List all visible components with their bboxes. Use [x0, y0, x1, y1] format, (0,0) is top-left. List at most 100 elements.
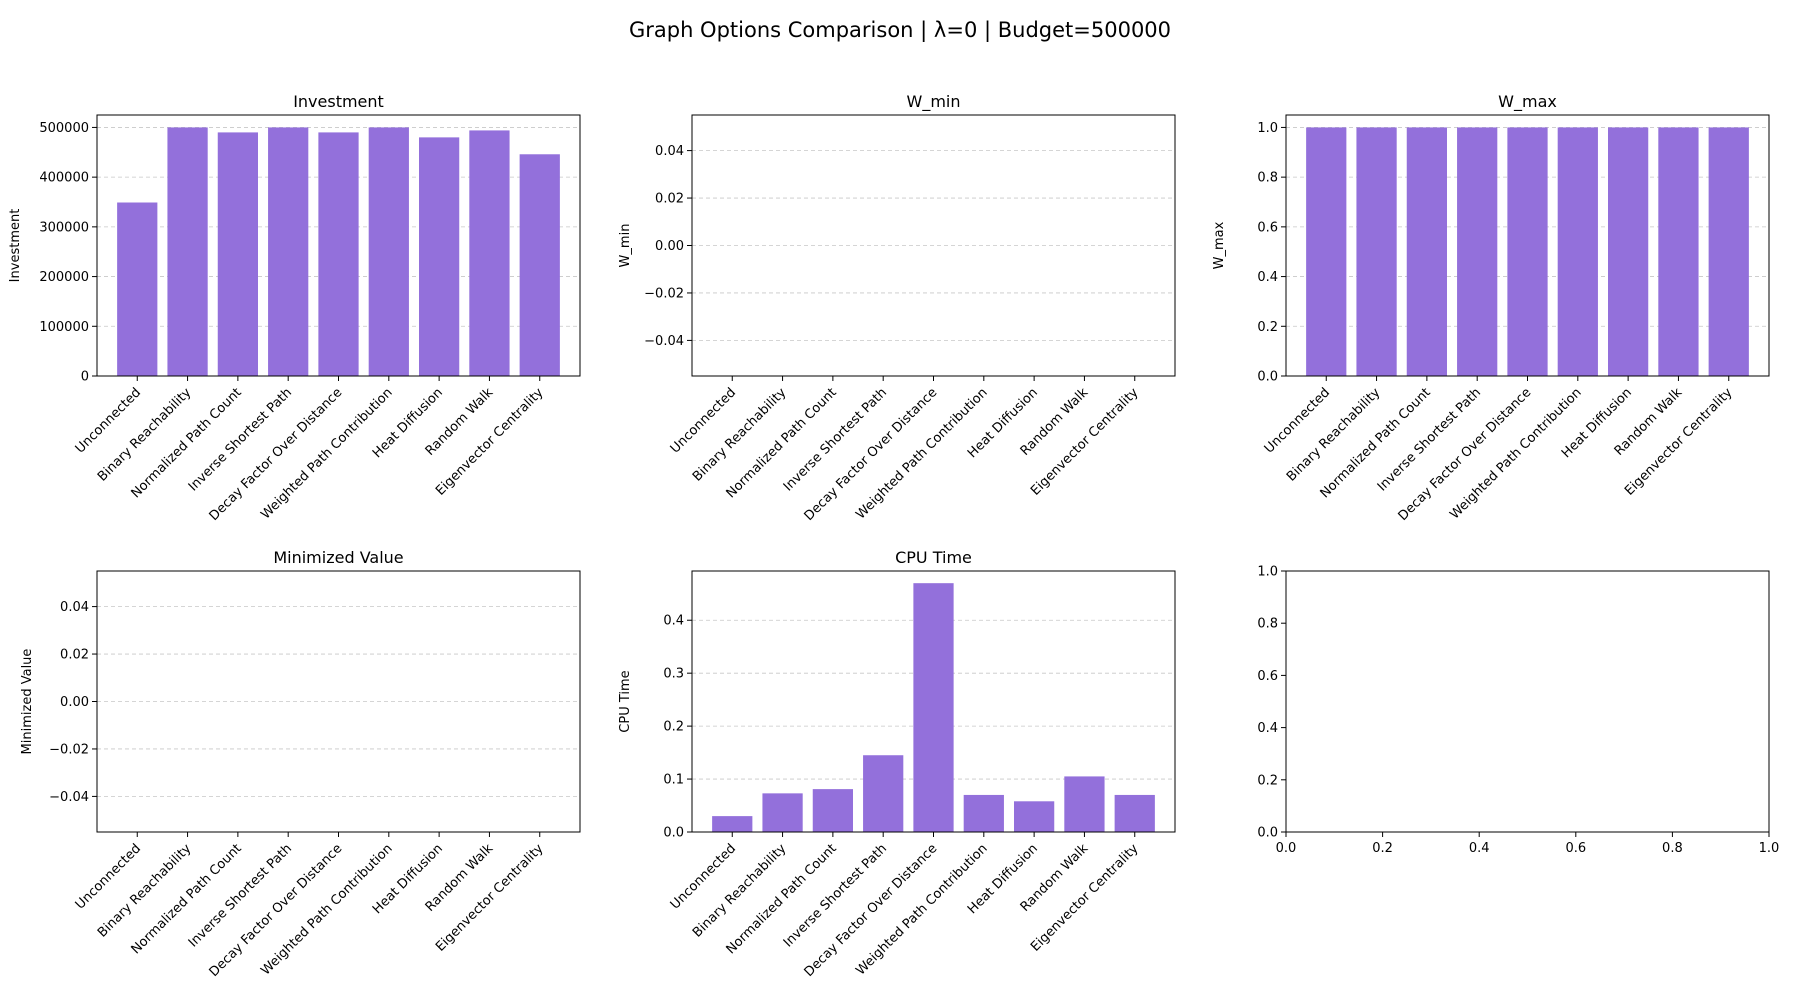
y-axis-label: CPU Time [618, 670, 633, 732]
bar-decay-factor-over-distance [1507, 127, 1548, 376]
axes-frame [96, 114, 581, 377]
bar-binary-reachability [167, 127, 208, 376]
bar-decay-factor-over-distance [318, 132, 359, 376]
bar-weighted-path-contribution [368, 127, 409, 376]
panel-title: CPU Time [895, 548, 972, 567]
y-tick-label: 0.8 [1257, 617, 1278, 632]
x-tick-label: Binary Reachability [690, 841, 790, 941]
y-tick-label: 0.6 [1257, 220, 1278, 235]
y-tick-label: −0.04 [49, 790, 89, 805]
figure-title: Graph Options Comparison | λ=0 | Budget=… [629, 18, 1171, 43]
x-tick-label: 0.2 [1372, 841, 1393, 856]
y-axis-label: Minimized Value [20, 649, 35, 755]
bar-unconnected [712, 816, 753, 832]
axes-frame [1285, 114, 1770, 377]
y-axis-label: W_max [1212, 221, 1227, 269]
axes-frame [1285, 570, 1770, 833]
panel-title: W_max [1498, 92, 1557, 112]
panel-4: Minimized Value −0.04 −0.02 0.00 0.02 0.04 Min… [20, 548, 581, 980]
y-tick-label: 0.8 [1257, 171, 1278, 186]
x-tick-label: Inverse Shortest Path [186, 841, 295, 950]
bar-weighted-path-contribution [1557, 127, 1598, 376]
y-tick-label: 0.4 [1257, 721, 1278, 736]
y-tick-label: −0.02 [644, 286, 684, 301]
x-tick-label: Inverse Shortest Path [781, 841, 890, 950]
x-tick-label: Binary Reachability [690, 385, 790, 485]
y-tick-label: 400000 [39, 171, 89, 186]
x-tick-label: Inverse Shortest Path [186, 385, 295, 494]
x-tick-label: 0.4 [1469, 841, 1490, 856]
y-tick-label: 0.2 [1257, 773, 1278, 788]
bar-inverse-shortest-path [268, 127, 309, 376]
axes-frame [691, 570, 1176, 833]
bar-normalized-path-count [217, 132, 258, 376]
axes-frame [691, 114, 1176, 377]
panel-1: Investment 0 100000 200000 300000 400000 50000… [8, 92, 581, 524]
axes-frame [96, 570, 581, 833]
x-tick-label: 0.0 [1276, 841, 1297, 856]
y-tick-label: 0.2 [663, 720, 684, 735]
bar-binary-reachability [1356, 127, 1397, 376]
y-tick-label: 0.00 [60, 695, 89, 710]
y-tick-label: 1.0 [1257, 565, 1278, 580]
bar-unconnected [117, 202, 158, 376]
bar-inverse-shortest-path [863, 755, 904, 832]
bar-weighted-path-contribution [963, 794, 1004, 832]
bar-heat-diffusion [1608, 127, 1649, 376]
y-tick-label: 0.04 [655, 144, 684, 159]
y-tick-label: 0.2 [1257, 320, 1278, 335]
y-tick-label: 0.02 [60, 648, 89, 663]
y-tick-label: 0 [81, 370, 89, 385]
y-tick-label: −0.02 [49, 742, 89, 757]
y-tick-label: 0.00 [655, 239, 684, 254]
x-tick-label: Binary Reachability [95, 385, 195, 485]
y-axis-label: Investment [8, 209, 23, 283]
y-tick-label: 0.02 [655, 192, 684, 207]
y-tick-label: 0.6 [1257, 669, 1278, 684]
y-tick-label: 0.0 [1257, 370, 1278, 385]
y-tick-label: 300000 [39, 220, 89, 235]
bar-decay-factor-over-distance [913, 583, 954, 832]
panel-2: W_min−0.04−0.020.000.020.04W_minUnconnec… [618, 92, 1176, 524]
bar-eigenvector-centrality [1708, 127, 1749, 376]
bar-unconnected [1306, 127, 1347, 376]
y-tick-label: 200000 [39, 270, 89, 285]
panel-title: Minimized Value [273, 548, 403, 567]
bar-inverse-shortest-path [1457, 127, 1498, 376]
x-tick-label: Inverse Shortest Path [781, 385, 890, 494]
x-tick-label: Inverse Shortest Path [1375, 385, 1484, 494]
y-tick-label: 1.0 [1257, 121, 1278, 136]
y-tick-label: 0.4 [663, 614, 684, 629]
y-tick-label: 0.4 [1257, 270, 1278, 285]
panel-6: 0.0 0.2 0.4 0.6 0.8 1.0 0.0 0.2 0.4 0.6 0.8 1.0 [1257, 565, 1779, 857]
bar-eigenvector-centrality [1114, 794, 1155, 832]
bar-random-walk [469, 130, 510, 376]
y-tick-label: 0.1 [663, 773, 684, 788]
y-tick-label: 0.0 [1257, 826, 1278, 841]
y-tick-label: −0.04 [644, 334, 684, 349]
y-tick-label: 0.3 [663, 667, 684, 682]
bar-binary-reachability [762, 793, 803, 832]
y-tick-label: 0.0 [663, 826, 684, 841]
bar-random-walk [1064, 776, 1105, 832]
y-tick-label: 100000 [39, 320, 89, 335]
bar-normalized-path-count [812, 789, 853, 832]
x-tick-label: 0.8 [1662, 841, 1683, 856]
x-tick-label: 0.6 [1565, 841, 1586, 856]
bar-heat-diffusion [1014, 801, 1055, 832]
bar-normalized-path-count [1406, 127, 1447, 376]
y-tick-label: 500000 [39, 121, 89, 136]
bar-heat-diffusion [419, 137, 460, 376]
x-tick-label: Binary Reachability [95, 841, 195, 941]
panel-title: W_min [907, 92, 961, 112]
x-tick-label: 1.0 [1759, 841, 1780, 856]
x-tick-label: Binary Reachability [1284, 385, 1384, 485]
panel-3: W_max0.00.20.40.60.81.0W_maxUnconnectedB… [1212, 92, 1770, 524]
bar-eigenvector-centrality [519, 154, 560, 376]
y-axis-label: W_min [618, 224, 633, 268]
bar-random-walk [1658, 127, 1699, 376]
panel-title: Investment [293, 92, 384, 111]
y-tick-label: 0.04 [60, 600, 89, 615]
